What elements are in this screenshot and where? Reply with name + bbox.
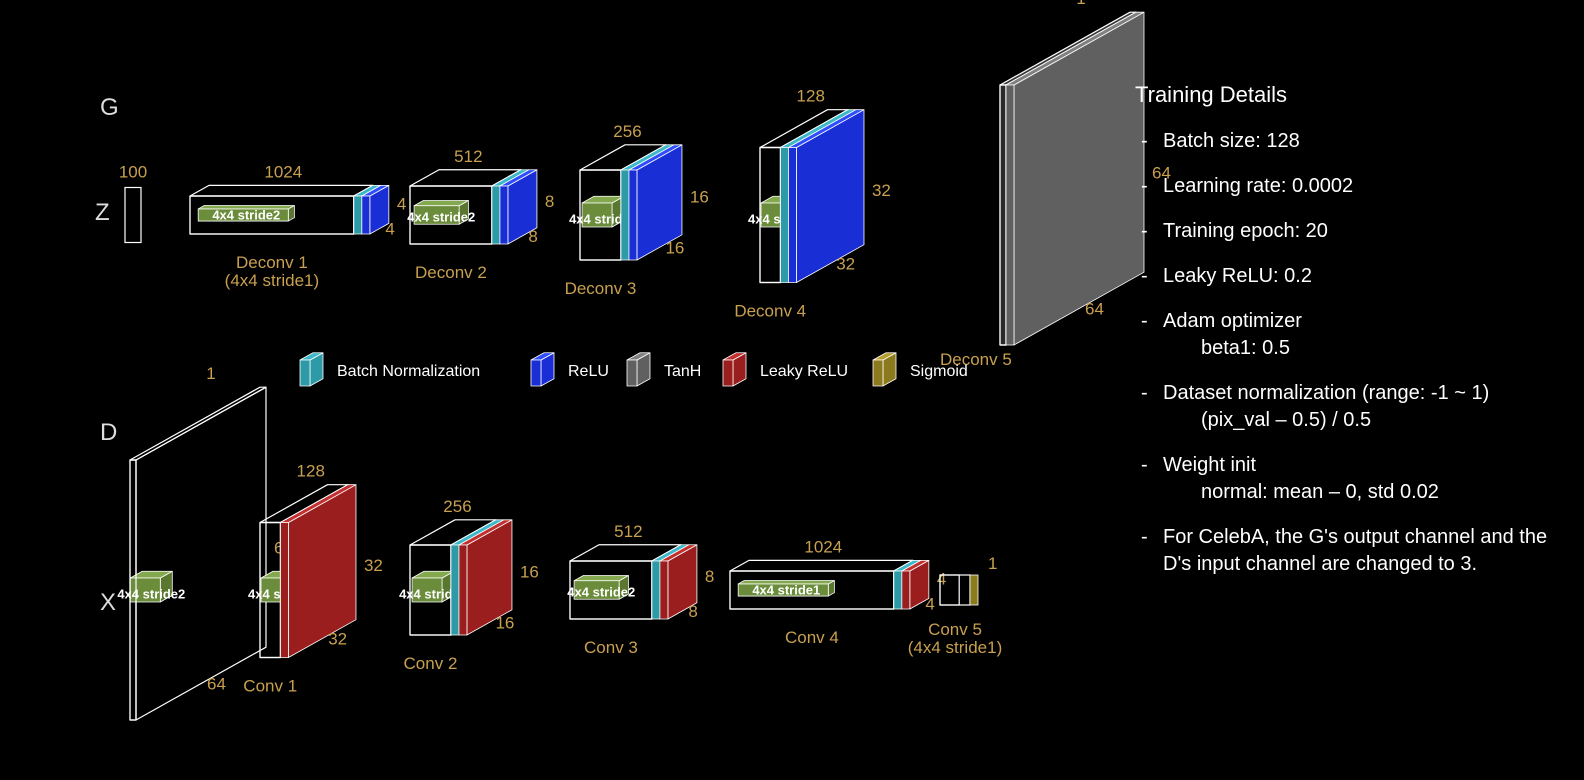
detail-weightinit: Weight init normal: mean – 0, std 0.02 [1135, 452, 1565, 506]
svg-text:1: 1 [988, 554, 997, 573]
svg-text:128: 128 [797, 87, 825, 106]
detail-adam: Adam optimizer beta1: 0.5 [1135, 308, 1565, 362]
svg-text:16: 16 [690, 187, 709, 206]
svg-text:4: 4 [397, 195, 406, 214]
svg-text:128: 128 [297, 462, 325, 481]
svg-text:1: 1 [1076, 0, 1085, 8]
svg-text:4x4 stride2: 4x4 stride2 [407, 209, 475, 224]
svg-text:32: 32 [872, 181, 891, 200]
svg-text:Conv 1: Conv 1 [243, 677, 297, 696]
svg-text:(4x4 stride1): (4x4 stride1) [225, 271, 319, 290]
svg-text:32: 32 [328, 630, 347, 649]
svg-text:4x4 stride2: 4x4 stride2 [117, 586, 185, 601]
svg-text:16: 16 [520, 562, 539, 581]
svg-text:X: X [100, 589, 116, 616]
svg-text:4: 4 [937, 570, 946, 589]
svg-text:4x4 stride1: 4x4 stride1 [752, 582, 820, 597]
svg-text:Conv 3: Conv 3 [584, 638, 638, 657]
svg-text:4: 4 [925, 595, 934, 614]
svg-text:16: 16 [495, 613, 514, 632]
svg-text:Deconv 4: Deconv 4 [734, 302, 806, 321]
detail-normalize: Dataset normalization (range: -1 ~ 1) (p… [1135, 380, 1565, 434]
svg-text:4: 4 [385, 220, 394, 239]
svg-text:8: 8 [528, 227, 537, 246]
svg-text:16: 16 [665, 238, 684, 257]
svg-text:100: 100 [119, 163, 147, 182]
svg-text:512: 512 [614, 522, 642, 541]
svg-text:1: 1 [206, 364, 215, 383]
svg-text:Leaky ReLU: Leaky ReLU [760, 363, 848, 380]
svg-text:Sigmoid: Sigmoid [910, 363, 968, 380]
svg-text:8: 8 [545, 192, 554, 211]
detail-batch: Batch size: 128 [1135, 128, 1565, 155]
svg-text:Batch Normalization: Batch Normalization [337, 363, 480, 380]
svg-text:256: 256 [613, 122, 641, 141]
svg-text:8: 8 [688, 602, 697, 621]
svg-text:Z: Z [95, 199, 110, 226]
svg-text:64: 64 [1085, 300, 1104, 319]
svg-text:256: 256 [443, 497, 471, 516]
svg-text:Deconv 3: Deconv 3 [565, 279, 637, 298]
training-title: Training Details [1135, 80, 1565, 110]
svg-text:32: 32 [836, 255, 855, 274]
svg-text:(4x4 stride1): (4x4 stride1) [908, 638, 1002, 657]
svg-text:Conv 5: Conv 5 [928, 620, 982, 639]
svg-text:1024: 1024 [264, 162, 302, 181]
svg-text:Conv 4: Conv 4 [785, 628, 839, 647]
svg-text:Conv 2: Conv 2 [404, 654, 458, 673]
detail-celeba: For CelebA, the G's output channel and t… [1135, 524, 1565, 578]
svg-text:D: D [100, 419, 117, 446]
svg-text:4x4 stride2: 4x4 stride2 [567, 584, 635, 599]
svg-text:64: 64 [207, 675, 226, 694]
page: GDZX1004x4 stride2102444Deconv 1(4x4 str… [0, 0, 1584, 780]
svg-text:512: 512 [454, 147, 482, 166]
svg-text:G: G [100, 94, 119, 121]
detail-lrelu: Leaky ReLU: 0.2 [1135, 263, 1565, 290]
detail-epoch: Training epoch: 20 [1135, 218, 1565, 245]
training-details: Training Details Batch size: 128 Learnin… [1135, 80, 1565, 596]
svg-text:8: 8 [705, 567, 714, 586]
detail-lr: Learning rate: 0.0002 [1135, 173, 1565, 200]
svg-text:1024: 1024 [804, 537, 842, 556]
svg-text:32: 32 [364, 556, 383, 575]
svg-text:TanH: TanH [664, 363, 701, 380]
svg-text:ReLU: ReLU [568, 363, 609, 380]
svg-text:Deconv 2: Deconv 2 [415, 263, 487, 282]
svg-text:4x4 stride2: 4x4 stride2 [212, 207, 280, 222]
svg-text:Deconv 1: Deconv 1 [236, 253, 308, 272]
